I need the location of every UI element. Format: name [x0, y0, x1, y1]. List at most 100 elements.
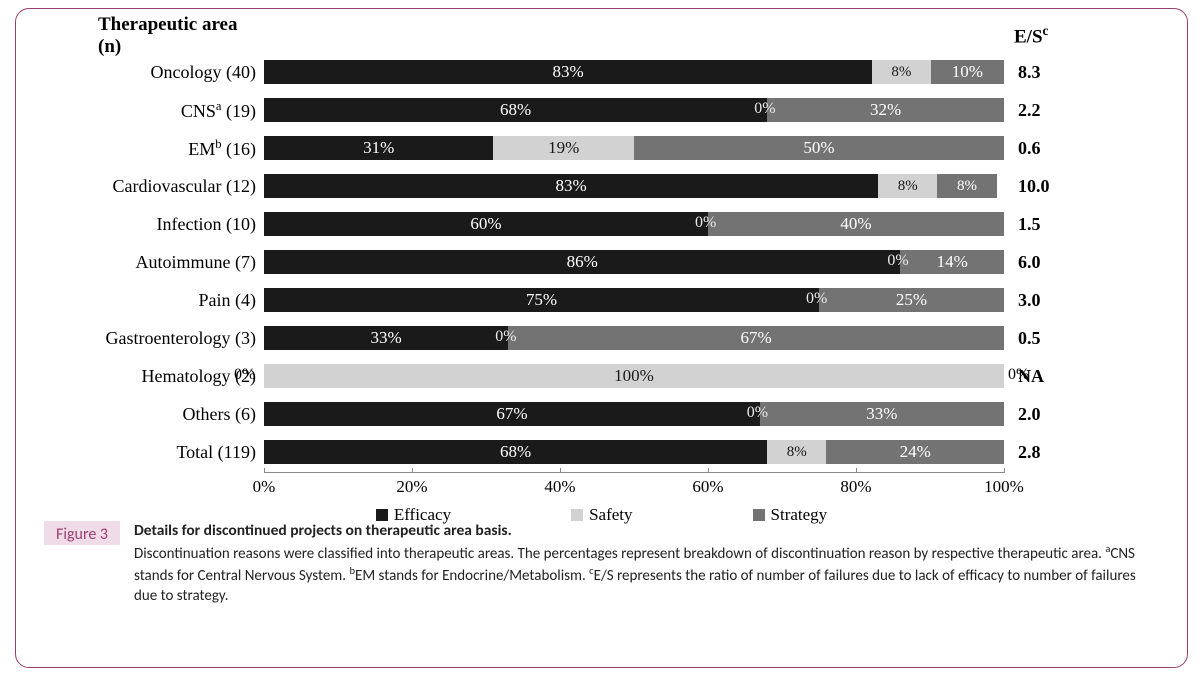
- legend-swatch: [571, 509, 583, 521]
- legend: Efficacy Safety Strategy: [44, 505, 1159, 525]
- zero-safety-label: 0%: [887, 252, 908, 270]
- segment-label: 60%: [470, 214, 501, 234]
- bar-track: 100%0%0%: [264, 364, 1004, 388]
- bar-segment-efficacy: 68%: [264, 98, 767, 122]
- bar-row: Gastroenterology (3) 33% 67% 0% 0.5: [44, 319, 1159, 357]
- category-label: Infection (10): [44, 214, 264, 235]
- es-value: 6.0: [1018, 252, 1078, 273]
- segment-label: 31%: [363, 138, 394, 158]
- segment-label: 19%: [548, 138, 579, 158]
- zero-strategy-label: 0%: [1008, 366, 1029, 384]
- category-label: CNSa (19): [44, 99, 264, 122]
- bar-segment-strategy: 33%: [760, 402, 1004, 426]
- segment-label: 83%: [552, 62, 583, 82]
- zero-safety-label: 0%: [495, 328, 516, 346]
- bar-segment-strategy: 67%: [508, 326, 1004, 350]
- segment-label: 32%: [870, 100, 901, 120]
- bar-segment-strategy: 25%: [819, 288, 1004, 312]
- segment-label: 86%: [567, 252, 598, 272]
- zero-safety-label: 0%: [747, 404, 768, 422]
- segment-label: 8%: [898, 178, 918, 195]
- es-value: 10.0: [1018, 176, 1078, 197]
- category-label: Autoimmune (7): [44, 252, 264, 273]
- segment-label: 40%: [840, 214, 871, 234]
- axis-tick-label: 40%: [544, 477, 575, 497]
- segment-label: 67%: [496, 404, 527, 424]
- bar-track: 68% 32% 0%: [264, 98, 1004, 122]
- segment-label: 100%: [614, 366, 654, 386]
- left-axis-title: Therapeutic area (n): [44, 14, 264, 58]
- category-label: Pain (4): [44, 290, 264, 311]
- caption-text: Details for discontinued projects on the…: [134, 521, 1159, 607]
- zero-safety-label: 0%: [695, 214, 716, 232]
- bar-row: Autoimmune (7)86%14%0% 6.0: [44, 243, 1159, 281]
- category-label: Gastroenterology (3): [44, 328, 264, 349]
- bar-track: 83% 8% 8%: [264, 174, 1004, 198]
- bar-segment-efficacy: 60%: [264, 212, 708, 236]
- axis-tick-label: 20%: [396, 477, 427, 497]
- legend-label: Strategy: [771, 505, 828, 525]
- legend-label: Efficacy: [394, 505, 451, 525]
- segment-label: 8%: [957, 178, 977, 195]
- chart-area: Therapeutic area (n) E/Sc Oncology (40)8…: [44, 23, 1159, 503]
- bar-row: EMb (16) 31% 19% 50% 0.6: [44, 129, 1159, 167]
- figure-container: Therapeutic area (n) E/Sc Oncology (40)8…: [15, 8, 1188, 668]
- segment-label: 33%: [371, 328, 402, 348]
- x-axis-row: 0%20%40%60%80%100%: [44, 471, 1159, 501]
- figure-caption: Figure 3 Details for discontinued projec…: [44, 521, 1159, 607]
- x-axis: 0%20%40%60%80%100%: [264, 472, 1004, 500]
- bar-segment-efficacy: 75%: [264, 288, 819, 312]
- es-value: 2.8: [1018, 442, 1078, 463]
- bar-row: Cardiovascular (12)83%8%8%10.0: [44, 167, 1159, 205]
- legend-swatch: [376, 509, 388, 521]
- bar-track: 86%14%0%: [264, 250, 1004, 274]
- segment-label: 10%: [952, 62, 983, 82]
- bar-segment-efficacy: 67%: [264, 402, 760, 426]
- segment-label: 83%: [556, 176, 587, 196]
- bar-segment-safety: 8%: [872, 60, 931, 84]
- axis-tick-label: 60%: [692, 477, 723, 497]
- legend-label: Safety: [589, 505, 632, 525]
- bar-row: CNSa (19)68%32%0%2.2: [44, 91, 1159, 129]
- bar-row: Others (6)67%33%0%2.0: [44, 395, 1159, 433]
- bar-row: Pain (4)75%25%0%3.0: [44, 281, 1159, 319]
- segment-label: 68%: [500, 100, 531, 120]
- bar-segment-strategy: 40%: [708, 212, 1004, 236]
- es-value: 0.5: [1018, 328, 1078, 349]
- segment-label: 24%: [900, 442, 931, 462]
- bar-track: 68%8%24%: [264, 440, 1004, 464]
- bar-segment-strategy: 50%: [634, 136, 1004, 160]
- segment-label: 25%: [896, 290, 927, 310]
- bar-segment-safety: 8%: [878, 174, 937, 198]
- bar-row: Oncology (40) 83% 8% 10% 8.3: [44, 53, 1159, 91]
- category-label: Oncology (40): [44, 62, 264, 83]
- legend-item: Efficacy: [376, 505, 451, 525]
- segment-label: 68%: [500, 442, 531, 462]
- bar-segment-efficacy: 33%: [264, 326, 508, 350]
- category-label: Hematology (2): [44, 366, 264, 387]
- bar-track: 31% 19% 50%: [264, 136, 1004, 160]
- es-value: 0.6: [1018, 138, 1078, 159]
- bar-segment-efficacy: 83%: [264, 60, 872, 84]
- bar-segment-efficacy: 86%: [264, 250, 900, 274]
- axis-tick: [708, 468, 709, 473]
- category-label: EMb (16): [44, 137, 264, 160]
- axis-tick: [1004, 468, 1005, 473]
- zero-safety-label: 0%: [754, 100, 775, 118]
- axis-tick-label: 80%: [840, 477, 871, 497]
- segment-label: 33%: [866, 404, 897, 424]
- bar-track: 83% 8% 10%: [264, 60, 1004, 84]
- bar-segment-efficacy: 31%: [264, 136, 493, 160]
- caption-body: Discontinuation reasons were classified …: [134, 542, 1159, 607]
- category-label: Total (119): [44, 442, 264, 463]
- legend-item: Safety: [571, 505, 632, 525]
- bar-segment-safety: 100%: [264, 364, 1004, 388]
- es-value: 8.3: [1018, 62, 1078, 83]
- es-value: 1.5: [1018, 214, 1078, 235]
- es-value: 2.0: [1018, 404, 1078, 425]
- bar-row: Total (119)68%8%24% 2.8: [44, 433, 1159, 471]
- bar-track: 67% 33% 0%: [264, 402, 1004, 426]
- legend-swatch: [753, 509, 765, 521]
- bar-segment-strategy: 10%: [931, 60, 1004, 84]
- segment-label: 67%: [741, 328, 772, 348]
